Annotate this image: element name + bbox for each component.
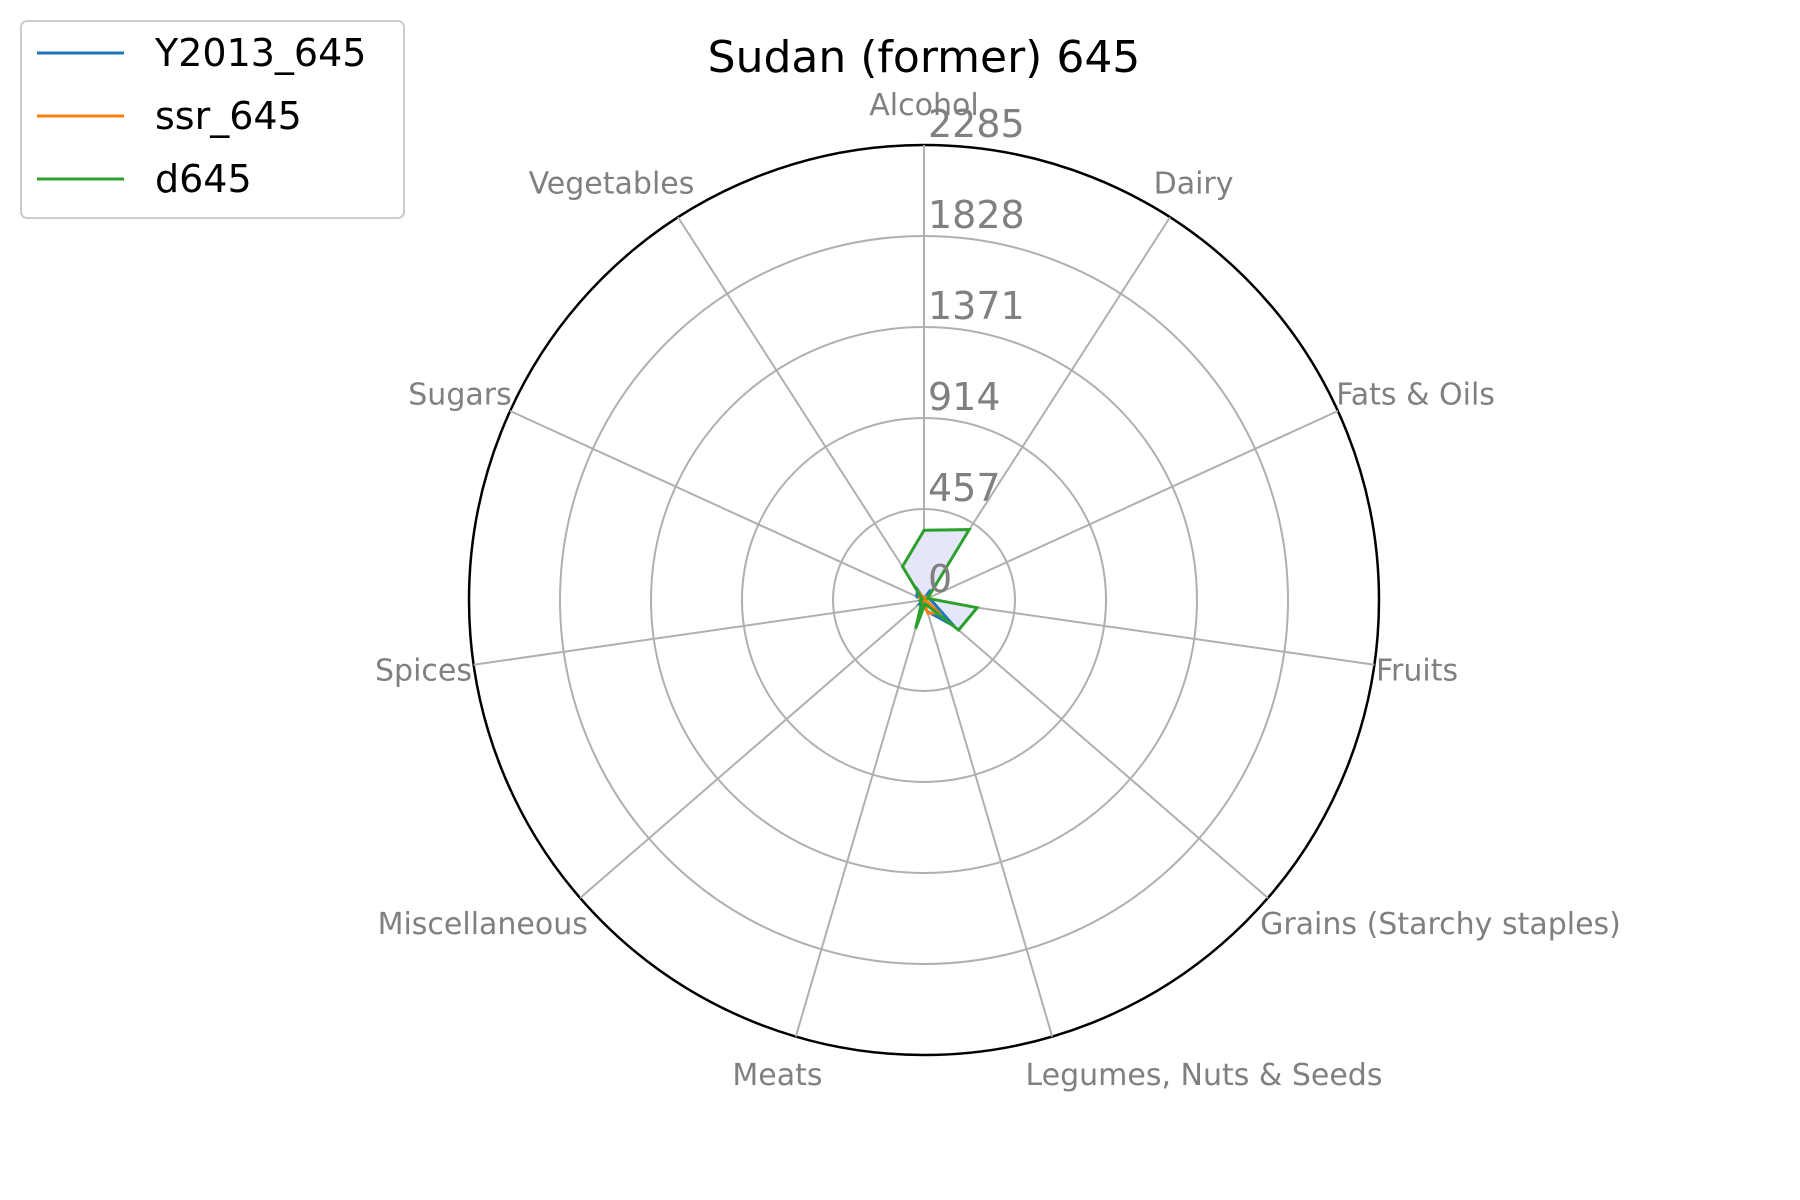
category-label-legumes-nuts-seeds: Legumes, Nuts & Seeds xyxy=(1025,1058,1382,1093)
category-label-fruits: Fruits xyxy=(1376,653,1458,688)
r-tick-label: 2285 xyxy=(928,102,1025,146)
category-label-sugars: Sugars xyxy=(408,377,511,412)
category-label-meats: Meats xyxy=(732,1058,822,1093)
r-tick-label: 457 xyxy=(928,466,1001,510)
grid-layer xyxy=(467,143,1381,1057)
r-tick-label: 1828 xyxy=(928,193,1025,237)
legend-label-d645: d645 xyxy=(155,157,252,201)
grid-spoke xyxy=(473,599,925,666)
grid-spoke xyxy=(677,216,925,601)
chart-title: Sudan (former) 645 xyxy=(708,32,1141,83)
category-label-fats-oils: Fats & Oils xyxy=(1336,377,1495,412)
series-layer xyxy=(900,528,980,633)
grid-spoke xyxy=(923,599,1054,1037)
legend-label-y2013-645: Y2013_645 xyxy=(154,31,366,75)
series-line-d645 xyxy=(900,528,980,633)
category-label-spices: Spices xyxy=(375,653,472,688)
category-label-alcohol: Alcohol xyxy=(869,88,978,123)
grid-spoke xyxy=(579,599,925,899)
r-tick-label: 1371 xyxy=(928,284,1025,328)
legend: Y2013_645 ssr_645 d645 xyxy=(20,20,405,219)
grid-spoke xyxy=(794,599,925,1037)
grid-spoke xyxy=(509,410,925,601)
grid-spoke xyxy=(923,599,1269,899)
category-label-dairy: Dairy xyxy=(1154,167,1234,202)
grid-spoke xyxy=(923,410,1339,601)
grid-spoke xyxy=(923,599,1375,666)
legend-box xyxy=(20,20,405,219)
category-label-miscellaneous: Miscellaneous xyxy=(378,907,588,942)
category-label-grains-starchy-staples: Grains (Starchy staples) xyxy=(1260,907,1621,942)
legend-label-ssr-645: ssr_645 xyxy=(155,94,302,138)
r-tick-label: 0 xyxy=(928,557,952,601)
category-label-vegetables: Vegetables xyxy=(529,167,695,202)
r-tick-label: 914 xyxy=(928,375,1001,419)
